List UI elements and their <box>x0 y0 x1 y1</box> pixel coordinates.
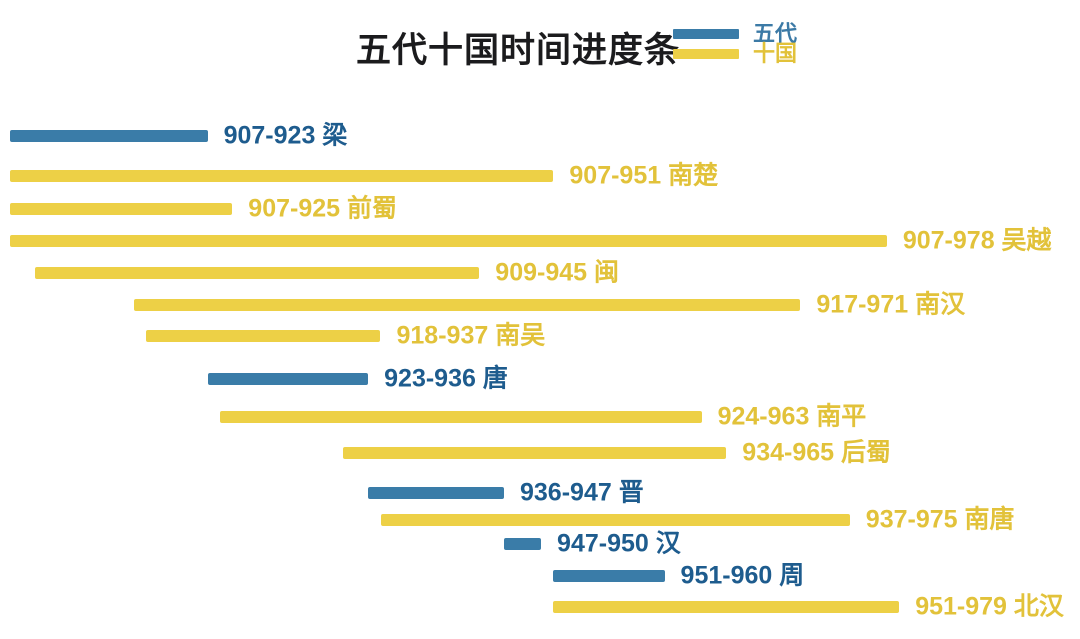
legend-swatch-five-dynasties-icon <box>673 29 739 39</box>
legend-item-ten-kingdoms: 十国 <box>673 41 798 66</box>
timeline-bar-label: 923-936 唐 <box>384 364 508 393</box>
timeline-bar-ten-kingdoms <box>145 330 381 342</box>
timeline-bar-five-dynasties <box>504 538 542 550</box>
timeline-bar-ten-kingdoms <box>343 447 727 459</box>
timeline-bar-five-dynasties <box>207 373 369 385</box>
timeline-bar-five-dynasties <box>368 487 504 499</box>
legend-label-ten-kingdoms: 十国 <box>753 41 798 66</box>
timeline-bar-label: 907-923 梁 <box>223 121 348 150</box>
legend-item-five-dynasties: 五代 <box>673 21 798 46</box>
timeline-bar-label: 918-937 南吴 <box>396 321 546 350</box>
timeline-bar-ten-kingdoms <box>34 267 480 279</box>
legend-label-five-dynasties: 五代 <box>753 21 798 46</box>
timeline-bar-ten-kingdoms <box>219 411 702 423</box>
timeline-bar-label: 907-951 南楚 <box>569 161 719 190</box>
timeline-bar-label: 907-978 吴越 <box>902 226 1052 255</box>
timeline-bar-label: 934-965 后蜀 <box>742 438 891 467</box>
timeline-bar-label: 951-960 周 <box>680 561 805 590</box>
timeline-bar-ten-kingdoms <box>10 170 554 182</box>
chart-title: 五代十国时间进度条 <box>356 31 681 70</box>
timeline-bar-label: 951-979 北汉 <box>915 592 1064 621</box>
timeline-bar-five-dynasties <box>553 570 665 582</box>
legend-swatch-ten-kingdoms-icon <box>673 49 739 59</box>
timeline-bar-ten-kingdoms <box>380 514 850 526</box>
timeline-bar-ten-kingdoms <box>10 235 887 247</box>
timeline-bar-ten-kingdoms <box>553 601 900 613</box>
timeline-bar-label: 924-963 南平 <box>717 402 867 431</box>
timeline-bar-label: 907-925 前蜀 <box>248 194 397 223</box>
timeline-bar-five-dynasties <box>10 130 208 142</box>
timeline-bar-ten-kingdoms <box>133 299 801 311</box>
timeline-bar-ten-kingdoms <box>10 203 233 215</box>
timeline-bar-label: 947-950 汉 <box>557 529 681 558</box>
timeline-bar-label: 937-975 南唐 <box>865 505 1015 534</box>
timeline-bar-label: 917-971 南汉 <box>816 290 966 319</box>
timeline-bar-label: 936-947 晋 <box>520 478 644 507</box>
timeline-bar-label: 909-945 闽 <box>495 258 619 287</box>
legend: 五代 十国 <box>673 21 798 66</box>
